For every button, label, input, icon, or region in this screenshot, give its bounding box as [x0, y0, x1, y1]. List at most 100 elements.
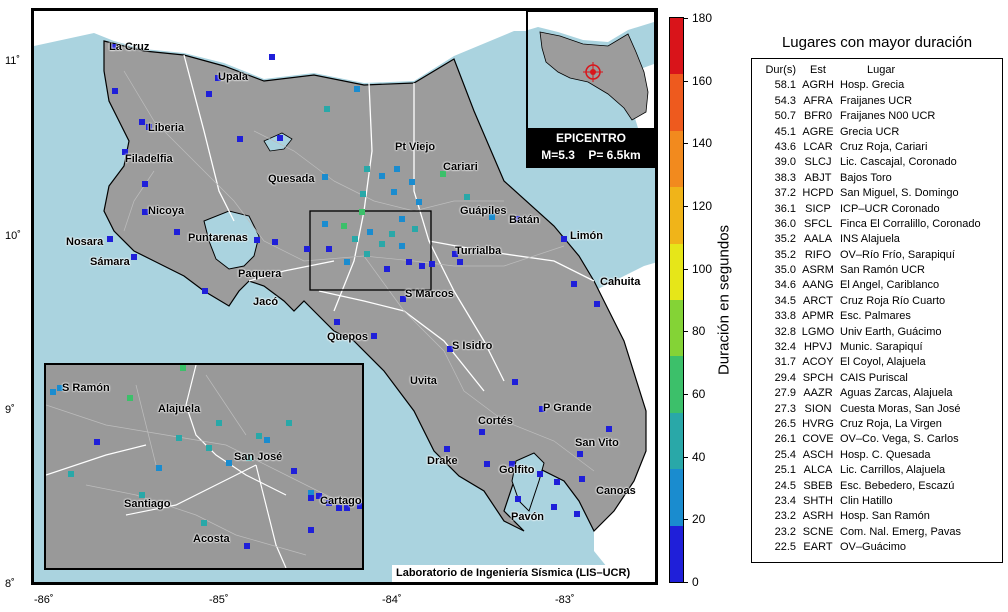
table-row: 43.6 LCAR Cruz Roja, Cariari	[752, 141, 1002, 156]
cell-est: LGMO	[801, 325, 835, 338]
colorbar-tick-label: 0	[692, 575, 699, 589]
cell-dur: 35.2	[774, 233, 796, 246]
cell-dur: 34.6	[774, 279, 796, 292]
cell-dur: 23.4	[774, 494, 796, 507]
place-label: Sámara	[90, 256, 130, 268]
table-row: 36.1 SICP ICP–UCR Coronado	[752, 203, 1002, 218]
x-tick: -85˚	[209, 594, 229, 606]
colorbar-segment	[670, 299, 683, 357]
cell-lugar: Esc. Bebedero, Escazú	[840, 479, 955, 492]
cell-lugar: Fraijanes N00 UCR	[840, 110, 936, 123]
place-label: Paquera	[238, 268, 282, 280]
cell-dur: 32.4	[774, 341, 796, 354]
cell-est: SHTH	[803, 494, 833, 507]
cell-lugar: Fraijanes UCR	[840, 94, 913, 107]
cell-lugar: Hosp. San Ramón	[840, 510, 930, 523]
table-row: 58.1 AGRH Hosp. Grecia	[752, 79, 1002, 94]
colorbar-segment	[670, 130, 683, 188]
cell-lugar: Aguas Zarcas, Alajuela	[840, 387, 953, 400]
cell-lugar: Esc. Palmares	[840, 310, 911, 323]
cell-lugar: Hosp. Grecia	[840, 79, 905, 92]
cell-dur: 24.5	[774, 479, 796, 492]
cell-est: ASRM	[802, 264, 834, 277]
cell-dur: 38.3	[774, 171, 796, 184]
cell-dur: 33.8	[774, 310, 796, 323]
cell-est: AGRE	[802, 125, 834, 138]
cell-est: HVRG	[802, 417, 834, 430]
cell-est: APMR	[802, 310, 834, 323]
colorbar-tick-mark	[684, 331, 688, 333]
cell-est: SPCH	[802, 371, 834, 384]
cell-lugar: Clin Hatillo	[840, 494, 893, 507]
colorbar-segment	[670, 469, 683, 526]
cell-dur: 39.0	[774, 156, 796, 169]
place-label: Limón	[570, 230, 603, 242]
zoom-place-label: Acosta	[193, 533, 230, 545]
cell-lugar: Cruz Roja Río Cuarto	[840, 294, 946, 307]
place-label: Cariari	[443, 161, 478, 173]
colorbar-tick-label: 180	[692, 11, 713, 25]
colorbar-segment	[670, 525, 683, 582]
cell-dur: 23.2	[774, 525, 796, 538]
table-row: 50.7 BFR0 Fraijanes N00 UCR	[752, 110, 1002, 125]
table-row: 35.2 AALA INS Alajuela	[752, 233, 1002, 248]
cell-lugar: OV–Co. Vega, S. Carlos	[840, 433, 959, 446]
colorbar-tick-label: 100	[692, 261, 713, 276]
cell-lugar: Hosp. C. Quesada	[840, 448, 931, 461]
station-markers	[107, 44, 612, 517]
place-label: Uvita	[410, 375, 437, 387]
table-row: 34.5 ARCT Cruz Roja Río Cuarto	[752, 295, 1002, 310]
y-tick: 9˚	[5, 404, 15, 416]
table-row: 35.2 RIFO OV–Río Frío, Sarapiquí	[752, 249, 1002, 264]
colorbar-segment	[670, 187, 683, 244]
nicaragua-area	[34, 11, 655, 83]
colorbar-segment	[670, 18, 683, 75]
cell-est: AAZR	[803, 387, 833, 400]
table-row: 27.3 SION Cuesta Moras, San José	[752, 403, 1002, 418]
cell-est: ABJT	[804, 171, 832, 184]
place-label: Quepos	[327, 331, 368, 343]
header-est: Est	[810, 64, 826, 76]
cell-dur: 34.5	[774, 294, 796, 307]
place-label: Pavón	[511, 511, 545, 523]
colorbar-tick-label: 40	[692, 449, 706, 464]
cell-lugar: San Ramón UCR	[840, 264, 925, 277]
cell-est: HCPD	[802, 187, 834, 200]
table-row: 34.6 AANG El Angel, Cariblanco	[752, 279, 1002, 294]
cell-lugar: Cuesta Moras, San José	[840, 402, 961, 415]
epicenter-info: EPICENTRO M=5.3 P= 6.5km	[528, 128, 654, 166]
colorbar-tick-label: 80	[692, 324, 706, 339]
colorbar-tick-label: 160	[692, 73, 713, 88]
cell-dur: 26.5	[774, 417, 796, 430]
cell-dur: 25.1	[774, 464, 796, 477]
cell-dur: 54.3	[774, 94, 796, 107]
y-tick: 11˚	[5, 55, 21, 67]
epicenter-inset: EPICENTRO M=5.3 P= 6.5km	[526, 10, 656, 168]
x-tick: -84˚	[382, 594, 402, 606]
epicenter-title: EPICENTRO	[555, 131, 626, 145]
cell-dur: 31.7	[774, 356, 796, 369]
colorbar-tick-mark	[684, 80, 688, 82]
cell-lugar: OV–Río Frío, Sarapiquí	[840, 248, 955, 261]
cell-dur: 29.4	[774, 371, 796, 384]
zoom-inset[interactable]: S Ramón Alajuela San José Santiago Carta…	[44, 363, 364, 570]
cell-est: SCNE	[802, 525, 834, 538]
colorbar-title: Duración en segundos	[715, 224, 733, 376]
cell-lugar: Finca El Corralillo, Coronado	[840, 217, 981, 230]
colorbar-segment	[670, 74, 683, 131]
table-row: 39.0 SLCJ Lic. Cascajal, Coronado	[752, 156, 1002, 171]
cell-est: SION	[804, 402, 832, 415]
place-label: San Vito	[575, 437, 619, 449]
cell-dur: 26.1	[774, 433, 796, 446]
colorbar-tick-mark	[684, 268, 688, 270]
cell-dur: 22.5	[774, 541, 796, 554]
place-label: Turrialba	[455, 245, 502, 257]
table-row: 32.4 HPVJ Munic. Sarapiquí	[752, 341, 1002, 356]
cell-dur: 58.1	[774, 79, 796, 92]
table-header: Dur(s) Est Lugar	[752, 64, 1002, 79]
duration-table: Dur(s) Est Lugar 58.1 AGRH Hosp. Grecia 54.…	[751, 58, 1003, 563]
y-tick: 8˚	[5, 578, 15, 590]
table-row: 22.5 EART OV–Guácimo	[752, 541, 1002, 556]
place-label: Golfito	[499, 464, 535, 476]
cell-est: HPVJ	[803, 341, 833, 354]
